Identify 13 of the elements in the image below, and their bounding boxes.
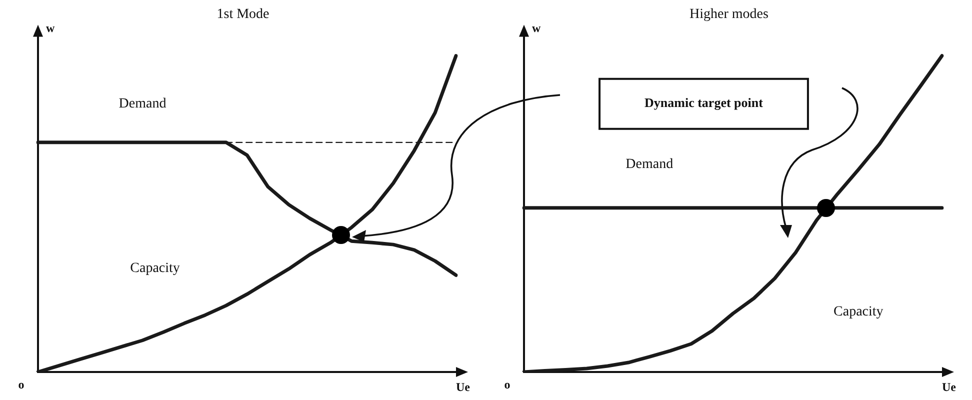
annotation: Dynamic target point	[644, 95, 764, 110]
chart-title: Higher modes	[690, 7, 768, 22]
annotation: Capacity	[130, 260, 180, 276]
chart-title: 1st Mode	[216, 7, 270, 22]
x-axis-title: Ue	[456, 380, 471, 394]
y-axis-title: w	[532, 20, 541, 35]
annotation: Capacity	[834, 304, 884, 320]
x-axis-title: Ue	[942, 380, 957, 394]
text: o	[18, 378, 24, 392]
annotation: Demand	[118, 96, 166, 112]
text: o	[504, 378, 510, 392]
y-axis-title: w	[46, 20, 55, 35]
annotation: Demand	[626, 156, 674, 172]
